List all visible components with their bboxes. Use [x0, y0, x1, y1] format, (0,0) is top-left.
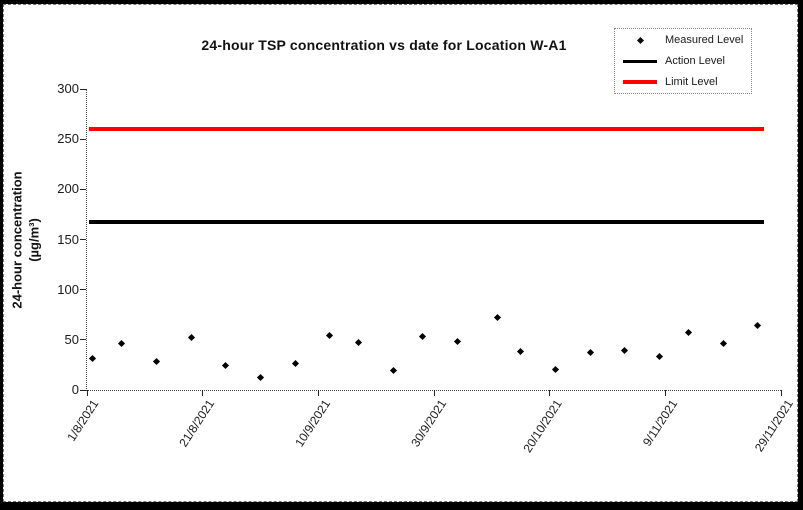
data-point	[118, 340, 126, 348]
y-axis-tick	[80, 289, 86, 291]
plot-area: 0 50 100 150 200 250 300 1/8/2021 21/8/2021 10/9/…	[57, 81, 795, 455]
data-point	[656, 353, 664, 361]
x-axis-tick	[317, 390, 319, 396]
data-point	[621, 347, 629, 355]
y-tick-label: 150	[57, 231, 79, 247]
y-tick-label: 50	[64, 331, 79, 347]
x-tick-label: 29/11/2021	[751, 397, 796, 455]
legend-label-measured: Measured Level	[665, 34, 744, 46]
data-point	[719, 340, 727, 348]
legend-item-measured: Measured Level	[615, 30, 751, 50]
x-axis-tick	[549, 390, 551, 396]
data-point	[291, 360, 299, 368]
data-point	[89, 355, 97, 363]
data-point	[684, 329, 692, 337]
x-axis-tick	[433, 390, 435, 396]
data-point	[517, 348, 525, 356]
y-tick-label: 200	[57, 181, 79, 197]
data-point	[494, 314, 502, 322]
y-axis-tick	[80, 88, 86, 90]
y-axis-tick	[80, 138, 86, 140]
y-axis-tick	[80, 188, 86, 190]
x-tick-label: 20/10/2021	[519, 397, 565, 455]
data-point	[152, 358, 160, 366]
limit-level-line-icon	[615, 80, 665, 84]
data-point	[256, 374, 265, 382]
action-level-line	[88, 220, 764, 225]
data-point	[453, 338, 461, 346]
x-axis-tick	[86, 390, 88, 396]
y-tick-label: 300	[57, 81, 79, 96]
legend: Measured Level Action Level Limit Level	[614, 28, 752, 94]
chart-title: 24-hour TSP concentration vs date for Lo…	[201, 37, 567, 53]
data-point	[586, 349, 594, 357]
data-point	[418, 333, 426, 341]
x-tick-label: 21/8/2021	[176, 397, 218, 450]
chart-panel: 24-hour TSP concentration vs date for Lo…	[3, 4, 798, 502]
y-tick-label: 100	[57, 281, 79, 297]
x-tick-label: 9/11/2021	[639, 397, 681, 449]
y-axis-tick	[80, 339, 86, 341]
data-point	[754, 322, 762, 330]
y-axis-tick	[80, 389, 86, 391]
y-axis-title-line1: 24-hour concentration	[10, 170, 25, 309]
data-point	[187, 334, 195, 342]
measured-level-diamond-icon	[615, 36, 665, 44]
x-axis-tick	[780, 390, 782, 396]
x-axis-tick	[664, 390, 666, 396]
legend-item-limit: Limit Level	[615, 72, 751, 92]
x-tick-label: 1/8/2021	[64, 397, 102, 444]
data-point	[222, 362, 230, 370]
data-point	[355, 339, 363, 347]
legend-label-limit: Limit Level	[665, 76, 718, 88]
y-axis-tick	[80, 239, 86, 240]
y-tick-label: 250	[57, 131, 79, 147]
limit-level-line	[88, 127, 764, 132]
data-point	[326, 332, 334, 340]
action-level-line-icon	[615, 59, 665, 63]
legend-item-action: Action Level	[615, 51, 751, 71]
data-point	[551, 366, 559, 374]
y-tick-label: 0	[71, 382, 79, 397]
legend-label-action: Action Level	[665, 55, 725, 67]
data-point	[389, 367, 398, 375]
x-axis-tick	[202, 390, 204, 396]
x-tick-label: 10/9/2021	[292, 397, 334, 450]
x-tick-label: 30/9/2021	[407, 397, 449, 450]
